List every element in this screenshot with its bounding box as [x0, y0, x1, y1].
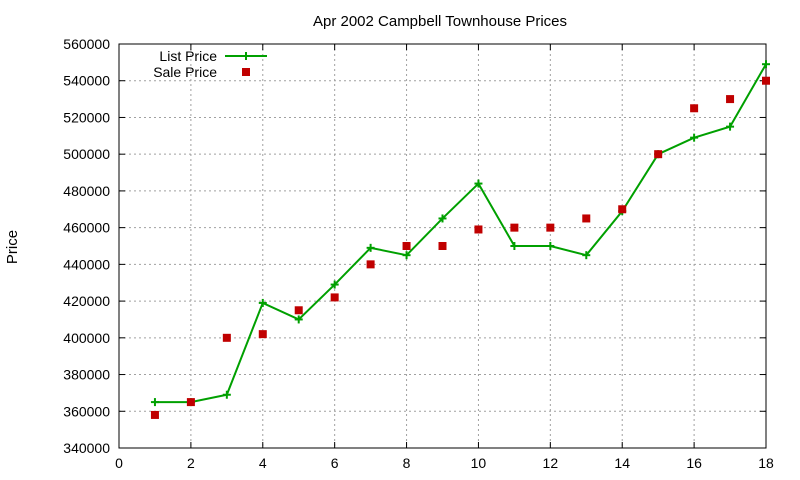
data-point	[654, 150, 663, 159]
legend-marker	[242, 68, 250, 76]
y-tick-label: 460000	[63, 220, 110, 236]
series-1	[150, 60, 770, 407]
x-tick-label: 2	[187, 455, 195, 471]
plot-frame	[118, 43, 767, 449]
data-point	[474, 225, 483, 234]
y-tick-label: 440000	[63, 256, 110, 272]
y-axis-label: Price	[4, 230, 21, 264]
data-point	[258, 298, 267, 307]
data-point	[726, 122, 735, 131]
x-tick-label: 10	[471, 455, 487, 471]
data-point	[258, 330, 267, 339]
y-tick-label: 560000	[63, 36, 110, 52]
legend-sample	[242, 68, 250, 76]
legend-label: List Price	[159, 48, 217, 64]
series-2	[150, 76, 770, 419]
series-line	[154, 63, 767, 404]
data-point	[366, 260, 375, 269]
data-point	[618, 205, 627, 214]
x-tick-label: 12	[543, 455, 559, 471]
x-tick-label: 6	[331, 455, 339, 471]
data-point	[366, 243, 375, 252]
data-point	[402, 242, 411, 250]
data-point	[402, 251, 411, 260]
legend-sample	[225, 52, 267, 60]
legend-marker	[242, 52, 250, 60]
data-point	[330, 280, 339, 289]
data-point	[150, 410, 159, 419]
data-point	[510, 223, 519, 232]
data-point	[762, 76, 770, 85]
y-tick-label: 420000	[63, 293, 110, 309]
data-point	[726, 95, 735, 104]
data-point	[690, 104, 699, 113]
data-point	[762, 60, 770, 69]
data-point	[438, 242, 447, 250]
y-tick-label: 480000	[63, 183, 110, 199]
legend-label: Sale Price	[153, 64, 217, 80]
data-point	[222, 333, 231, 342]
y-tick-label: 380000	[63, 367, 110, 383]
data-point	[582, 214, 591, 223]
x-tick-label: 14	[614, 455, 630, 471]
data-point	[510, 242, 519, 250]
data-point	[546, 242, 555, 250]
x-tick-label: 18	[758, 455, 774, 471]
axis-ticks: 340000 360000 380000 400000 420000 440000 4600…	[63, 36, 774, 471]
data-point	[222, 390, 231, 399]
data-point	[582, 251, 591, 260]
y-tick-label: 520000	[63, 109, 110, 125]
data-point	[546, 223, 555, 232]
series-layer	[150, 60, 770, 419]
x-tick-label: 4	[259, 455, 267, 471]
x-tick-label: 8	[403, 455, 411, 471]
data-point	[474, 179, 483, 188]
data-point	[294, 306, 303, 315]
x-tick-label: 0	[115, 455, 123, 471]
y-tick-label: 540000	[63, 73, 110, 89]
data-point	[690, 133, 699, 142]
data-point	[186, 398, 195, 407]
data-point	[150, 398, 159, 407]
y-tick-label: 400000	[63, 330, 110, 346]
y-tick-label: 360000	[63, 403, 110, 419]
data-point	[294, 315, 303, 324]
data-point	[330, 293, 339, 302]
chart-title: Apr 2002 Campbell Townhouse Prices	[313, 13, 567, 30]
y-tick-label: 340000	[63, 440, 110, 456]
data-point	[438, 214, 447, 223]
x-tick-label: 16	[686, 455, 702, 471]
y-tick-label: 500000	[63, 146, 110, 162]
